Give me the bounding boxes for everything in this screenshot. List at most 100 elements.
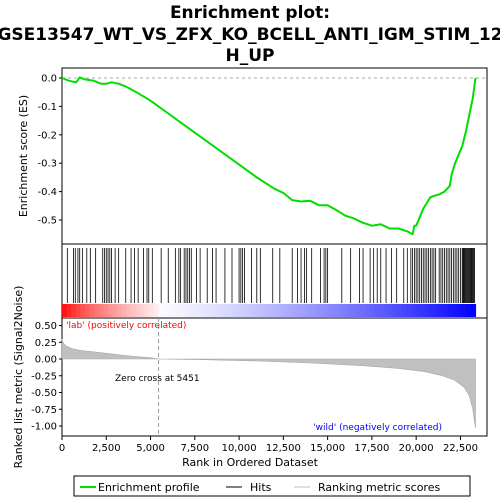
- heat-cell: [204, 304, 210, 317]
- heat-cell: [117, 304, 123, 317]
- legend-hits-label: Hits: [250, 481, 272, 494]
- heat-cell: [89, 304, 95, 317]
- heat-cell: [438, 304, 444, 317]
- heat-cell: [153, 304, 160, 317]
- heat-cell: [245, 304, 251, 317]
- heat-cell: [452, 304, 458, 317]
- es-y-tick-label: -0.3: [37, 159, 57, 170]
- x-tick-label: 0: [59, 443, 65, 454]
- heat-cell: [130, 304, 137, 317]
- metric-y-tick-label: 0.00: [35, 355, 57, 366]
- x-tick-label: 12,500: [266, 443, 301, 454]
- zero-cross-label: Zero cross at 5451: [115, 374, 200, 384]
- heat-cell: [333, 304, 339, 317]
- es-y-tick-label: -0.1: [37, 102, 57, 113]
- heat-cell: [374, 304, 380, 317]
- x-tick-label: 10,000: [222, 443, 257, 454]
- metric-area-group: [61, 318, 476, 436]
- heat-cell: [268, 304, 274, 317]
- es-y-tick-label: -0.4: [37, 187, 57, 198]
- heat-cell: [126, 304, 132, 317]
- heat-cell: [227, 304, 233, 317]
- x-tick-label: 5,000: [136, 443, 165, 454]
- legend-es-label: Enrichment profile: [98, 481, 200, 494]
- title-line-1: Enrichment plot:: [170, 3, 330, 23]
- x-tick-label: 7,500: [180, 443, 209, 454]
- heat-cell: [296, 304, 302, 317]
- heat-cell: [351, 304, 357, 317]
- metric-y-tick-label: 0.50: [35, 321, 57, 332]
- heat-cell: [250, 304, 256, 317]
- metric-y-tick-label: -1.00: [31, 422, 57, 433]
- metric-y-axis: 0.50 0.25 0.00 -0.25 -0.50 -0.75 -1.00: [31, 321, 62, 433]
- title-line-3: H_UP: [226, 46, 275, 66]
- heat-cell: [112, 304, 118, 317]
- heat-cell: [254, 304, 261, 317]
- heat-cell: [181, 304, 187, 317]
- heat-cell: [305, 304, 311, 317]
- heat-cell: [411, 304, 417, 317]
- heat-cell: [470, 304, 477, 317]
- heat-cell: [337, 304, 343, 317]
- x-tick-label: 15,000: [310, 443, 345, 454]
- heat-cell: [323, 304, 330, 317]
- heat-cell: [346, 304, 353, 317]
- heat-cell: [277, 304, 284, 317]
- x-tick-label: 2,500: [92, 443, 121, 454]
- heat-cell: [195, 304, 201, 317]
- x-axis-label: Rank in Ordered Dataset: [182, 456, 319, 469]
- heat-cell: [466, 304, 472, 317]
- heat-cell: [80, 304, 86, 317]
- heat-cell: [356, 304, 362, 317]
- heat-cell: [328, 304, 334, 317]
- heat-cell: [434, 304, 440, 317]
- heat-cell: [172, 304, 178, 317]
- x-tick-label: 22,500: [443, 443, 478, 454]
- heat-cell: [383, 304, 389, 317]
- heat-cell: [222, 304, 228, 317]
- es-y-axis-label: Enrichment score (ES): [17, 95, 30, 217]
- heat-cell: [190, 304, 196, 317]
- heat-cell: [140, 304, 146, 317]
- metric-y-tick-label: -0.75: [31, 405, 57, 416]
- positive-correlation-label: 'lab' (positively correlated): [66, 321, 186, 331]
- heat-cell: [310, 304, 316, 317]
- heat-cell: [379, 304, 385, 317]
- heat-cell: [186, 304, 192, 317]
- es-y-tick-label: 0.0: [41, 74, 57, 85]
- heat-cell: [94, 304, 100, 317]
- heat-cell: [401, 304, 408, 317]
- rank-heatmap-bar: [62, 304, 477, 317]
- es-y-tick-label: -0.5: [37, 216, 57, 227]
- heat-cell: [84, 304, 91, 317]
- heat-cell: [121, 304, 127, 317]
- heat-cell: [167, 304, 173, 317]
- heat-cell: [75, 304, 81, 317]
- heat-cell: [231, 304, 238, 317]
- es-y-axis: 0.0 -0.1 -0.2 -0.3 -0.4 -0.5: [37, 74, 62, 227]
- heat-cell: [420, 304, 426, 317]
- heat-cell: [342, 304, 348, 317]
- heat-cell: [149, 304, 155, 317]
- heat-cell: [287, 304, 293, 317]
- heat-cell: [360, 304, 366, 317]
- metric-area: [61, 338, 476, 429]
- heat-cell: [98, 304, 104, 317]
- heat-cell: [62, 304, 68, 317]
- heat-cell: [71, 304, 77, 317]
- heat-cell: [314, 304, 320, 317]
- metric-panel-frame: [61, 317, 488, 437]
- heat-cell: [291, 304, 297, 317]
- heat-cell: [213, 304, 219, 317]
- heat-cell: [424, 304, 431, 317]
- heat-cell: [259, 304, 265, 317]
- heat-cell: [241, 304, 247, 317]
- heat-cell: [135, 304, 141, 317]
- metric-y-axis-label: Ranked list metric (Signal2Noise): [12, 286, 25, 469]
- negative-correlation-label: 'wild' (negatively correlated): [313, 423, 442, 433]
- metric-y-tick-label: -0.50: [31, 388, 57, 399]
- heat-cell: [107, 304, 114, 317]
- heat-cell: [103, 304, 109, 317]
- metric-y-tick-label: -0.25: [31, 371, 57, 382]
